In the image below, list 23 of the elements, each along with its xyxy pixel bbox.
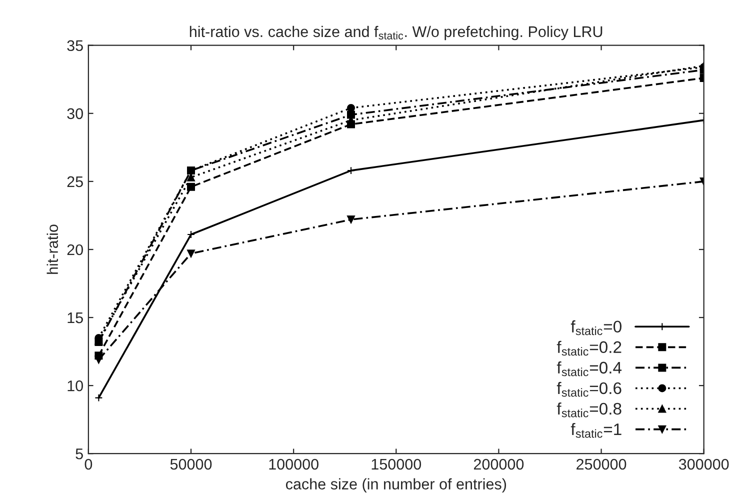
legend-label: f$_{static}$=0.2 [556, 340, 622, 356]
y-tick-label: 15 [68, 312, 83, 324]
legend-label: f$_{static}$=0 [570, 320, 622, 336]
legend-label: f$_{static}$=1 [570, 422, 622, 438]
y-tick-label: 30 [67, 108, 83, 120]
x-tick-label: 250000 [576, 458, 626, 470]
legend-label: f$_{static}$=0.4 [556, 361, 622, 376]
chart-title: hit-ratio vs. cache size and f$_{static}$. W/o prefetching. Policy LRU [190, 26, 602, 40]
x-axis-title: cache size (in number of entries) [286, 478, 506, 492]
x-tick-label: 0 [84, 458, 92, 470]
legend-label: f$_{static}$=0.8 [556, 402, 622, 418]
y-tick-label: 35 [67, 40, 83, 52]
x-tick-label: 150000 [372, 458, 422, 470]
y-tick-label: 5 [76, 448, 83, 460]
x-tick-label: 100000 [269, 458, 318, 470]
x-tick-label: 200000 [474, 458, 524, 470]
y-axis-title: hit-ratio [46, 224, 58, 274]
legend-label: f$_{static}$=0.6 [556, 382, 622, 397]
x-tick-label: 50000 [170, 458, 212, 470]
y-tick-label: 10 [68, 380, 83, 392]
y-tick-label: 25 [67, 176, 83, 188]
y-tick-label: 20 [67, 244, 83, 256]
x-tick-label: 300000 [678, 458, 729, 470]
